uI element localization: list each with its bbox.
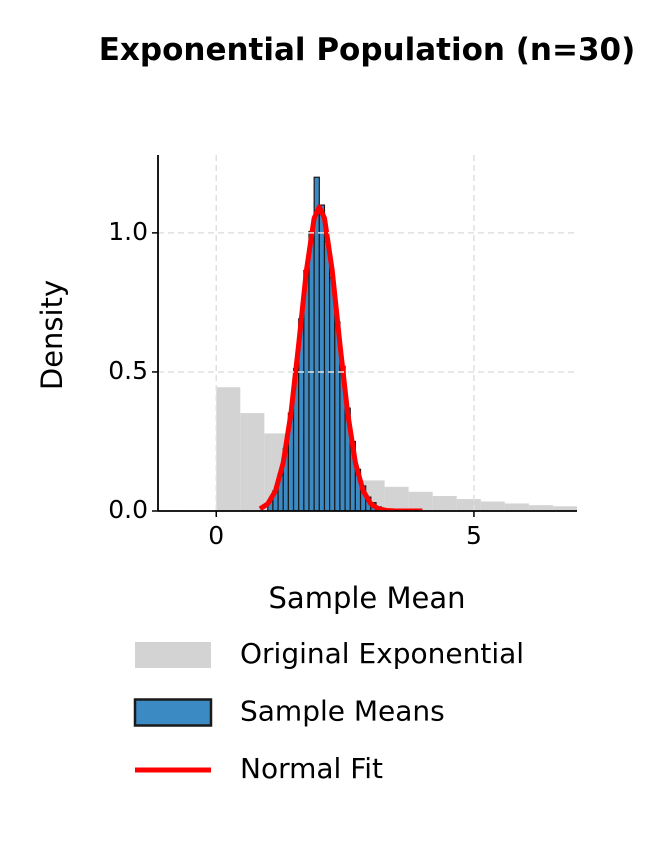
histogram-bar <box>216 387 241 511</box>
histogram-bar <box>384 486 409 511</box>
histogram-bar <box>552 506 577 511</box>
histogram-bar <box>480 501 505 511</box>
histogram-bar <box>240 413 265 511</box>
legend-label: Original Exponential <box>240 637 524 670</box>
legend-swatch <box>135 642 211 668</box>
y-tick-label: 0.0 <box>108 495 148 524</box>
histogram-bar <box>456 499 481 511</box>
histogram-bar <box>432 495 457 511</box>
x-axis-label: Sample Mean <box>269 581 466 615</box>
plot-area <box>216 176 577 511</box>
x-tick-label: 0 <box>208 521 224 550</box>
y-tick-label: 0.5 <box>108 356 148 385</box>
y-tick-label: 1.0 <box>108 217 148 246</box>
legend-label: Sample Means <box>240 695 445 728</box>
histogram-bar <box>504 503 529 511</box>
legend-swatch <box>133 698 213 727</box>
histogram-bar <box>528 505 553 511</box>
y-axis-label: Density <box>35 280 69 390</box>
legend-label: Normal Fit <box>240 752 383 785</box>
histogram-bar <box>318 204 326 511</box>
histogram-bar <box>408 491 433 511</box>
histogram-bar <box>323 240 331 511</box>
x-tick-label: 5 <box>466 521 482 550</box>
chart-title: Exponential Population (n=30) <box>98 32 636 68</box>
histogram-bar <box>329 276 336 511</box>
